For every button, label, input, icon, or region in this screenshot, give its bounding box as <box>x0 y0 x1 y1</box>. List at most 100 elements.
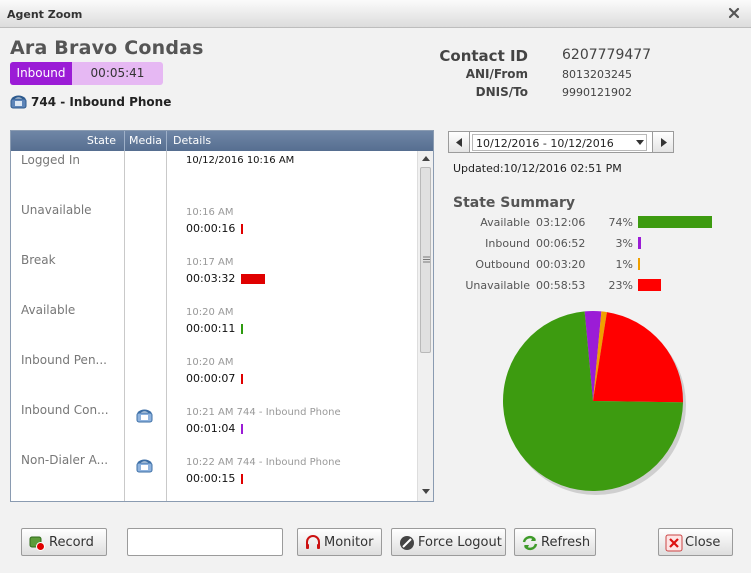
table-row[interactable]: Inbound Pen... 10:20 AM 00:00:07 <box>11 353 417 403</box>
row-time: 10:20 AM <box>186 307 234 318</box>
summary-bar <box>638 237 641 249</box>
table-row[interactable]: Logged In 10/12/2016 10:16 AM <box>11 153 417 203</box>
close-button[interactable]: Close <box>658 528 733 556</box>
record-button[interactable]: Record <box>21 528 107 556</box>
row-time: 10:16 AM <box>186 207 234 218</box>
ani-label: ANI/From <box>465 67 528 81</box>
monitor-button[interactable]: Monitor <box>297 528 382 556</box>
row-state: Available <box>21 303 76 317</box>
summary-row: Inbound 00:06:52 3% <box>440 237 740 253</box>
pie-slice-inbound <box>584 310 602 401</box>
force-logout-label: Force Logout <box>418 535 502 550</box>
phone-icon <box>136 459 153 473</box>
scroll-thumb[interactable] <box>420 167 431 353</box>
summary-time: 00:06:52 <box>536 237 586 250</box>
record-input[interactable] <box>127 528 283 556</box>
contact-id-label: Contact ID <box>439 47 528 65</box>
phone-icon <box>136 409 153 423</box>
date-range-select[interactable]: 10/12/2016 - 10/12/2016 <box>470 131 652 153</box>
record-label: Record <box>49 535 94 550</box>
table-header: State Media Details <box>11 131 433 151</box>
row-duration: 00:00:07 <box>186 372 236 385</box>
status-pill: Inbound 00:05:41 <box>10 62 163 85</box>
close-icon <box>665 534 683 552</box>
close-label: Close <box>685 535 721 550</box>
row-time: 10:20 AM <box>186 357 234 368</box>
ani-value: 8013203245 <box>562 68 632 81</box>
refresh-button[interactable]: Refresh <box>514 528 596 556</box>
header-state[interactable]: State <box>11 131 125 151</box>
header-media[interactable]: Media <box>125 131 167 151</box>
agent-state-time: 00:05:41 <box>90 66 145 80</box>
row-state: Inbound Con... <box>21 403 109 417</box>
dnis-label: DNIS/To <box>475 85 528 99</box>
date-range-box <box>472 134 647 151</box>
chevron-down-icon <box>636 140 644 145</box>
scroll-down-icon[interactable] <box>422 489 430 495</box>
summary-label: Available <box>480 216 530 229</box>
column-divider <box>124 151 125 501</box>
table-row[interactable]: Inbound Con... 10:21 AM 744 - Inbound Pho… <box>11 403 417 453</box>
close-icon[interactable] <box>727 6 741 20</box>
summary-time: 00:58:53 <box>536 279 586 292</box>
row-time: 10:17 AM <box>186 257 234 268</box>
row-duration: 00:00:11 <box>186 322 236 335</box>
summary-percent: 23% <box>608 279 633 292</box>
summary-percent: 74% <box>608 216 633 229</box>
state-summary-pie-chart <box>503 310 686 495</box>
contact-labels: Contact ID ANI/From DNIS/To <box>420 47 528 107</box>
refresh-label: Refresh <box>541 535 591 550</box>
pie-slice-available <box>503 311 683 491</box>
date-range-value: 10/12/2016 - 10/12/2016 <box>476 137 614 150</box>
next-date-button[interactable] <box>652 131 674 153</box>
row-time: 10:22 AM 744 - Inbound Phone <box>186 457 341 468</box>
agent-phone-label: 744 - Inbound Phone <box>31 95 172 109</box>
state-summary-title: State Summary <box>453 195 575 211</box>
table-row[interactable]: Non-Dialer A... 10:22 AM 744 - Inbound Ph… <box>11 453 417 501</box>
chevron-left-icon <box>456 138 462 147</box>
row-duration-bar <box>241 274 265 284</box>
row-state: Unavailable <box>21 203 92 217</box>
summary-label: Inbound <box>485 237 530 250</box>
refresh-icon <box>522 535 538 551</box>
table-row[interactable]: Available 10:20 AM 00:00:11 <box>11 303 417 353</box>
header-details[interactable]: Details <box>173 134 212 147</box>
row-duration: 00:01:04 <box>186 422 236 435</box>
pie-slice-outbound <box>593 311 607 401</box>
record-icon <box>29 536 45 551</box>
row-time: 10/12/2016 10:16 AM <box>186 155 295 166</box>
summary-bar <box>638 216 712 228</box>
summary-row: Available 03:12:06 74% <box>440 216 740 232</box>
row-state: Non-Dialer A... <box>21 453 109 467</box>
row-state: Break <box>21 253 56 267</box>
grip-icon <box>423 256 430 263</box>
row-time: 10:21 AM 744 - Inbound Phone <box>186 407 341 418</box>
summary-label: Outbound <box>475 258 530 271</box>
updated-timestamp: Updated:10/12/2016 02:51 PM <box>453 162 622 175</box>
table-scrollbar[interactable] <box>417 151 433 501</box>
force-logout-button[interactable]: Force Logout <box>391 528 506 556</box>
row-duration-bar <box>241 424 243 434</box>
row-duration-bar <box>241 374 243 384</box>
window-title: Agent Zoom <box>7 8 83 21</box>
scroll-up-icon[interactable] <box>422 155 430 161</box>
agent-state: Inbound <box>10 62 72 85</box>
row-duration-bar <box>241 474 243 484</box>
dnis-value: 9990121902 <box>562 86 632 99</box>
pie-slice-unavailable <box>593 312 684 403</box>
row-duration-bar <box>241 224 243 234</box>
agent-phone: 744 - Inbound Phone <box>10 95 171 109</box>
prev-date-button[interactable] <box>448 131 470 153</box>
summary-time: 00:03:20 <box>536 258 586 271</box>
row-duration-bar <box>241 324 243 334</box>
table-row[interactable]: Break 10:17 AM 00:03:32 <box>11 253 417 303</box>
row-duration: 00:00:15 <box>186 472 236 485</box>
row-duration: 00:03:32 <box>186 272 236 285</box>
summary-percent: 3% <box>615 237 633 250</box>
row-state: Inbound Pen... <box>21 353 107 367</box>
table-row[interactable]: Unavailable 10:16 AM 00:00:16 <box>11 203 417 253</box>
summary-time: 03:12:06 <box>536 216 586 229</box>
column-divider <box>166 151 167 501</box>
summary-row: Outbound 00:03:20 1% <box>440 258 740 274</box>
summary-label: Unavailable <box>465 279 530 292</box>
